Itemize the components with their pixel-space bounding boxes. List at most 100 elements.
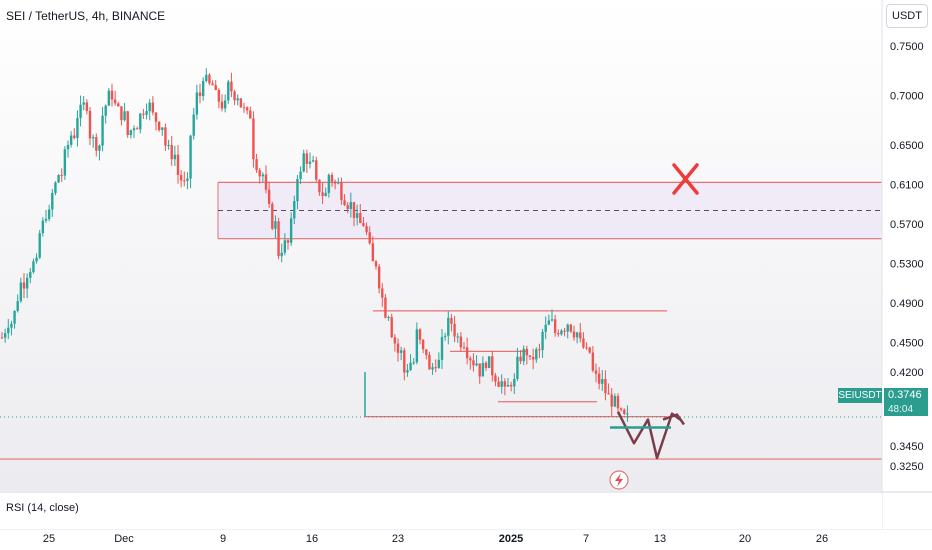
candle-body [176, 154, 180, 175]
candle-body [560, 330, 563, 335]
candle-body [54, 182, 57, 194]
candle-body [98, 145, 101, 151]
x-tick-label: 13 [654, 533, 666, 545]
candle-body [289, 218, 293, 243]
candle-body [443, 335, 447, 337]
candle-body [456, 336, 459, 338]
x-tick-label: 26 [816, 533, 828, 545]
candle-body [236, 98, 239, 101]
candle-body [365, 226, 368, 233]
candle-body [528, 355, 532, 357]
candle-body [613, 396, 617, 407]
candle-body [239, 98, 243, 108]
x-tick-label: 16 [306, 533, 318, 545]
candle-body [594, 370, 598, 374]
candle-body [302, 153, 305, 172]
candle-body [0, 337, 4, 339]
y-tick-label: 0.4900 [890, 298, 924, 310]
candle-body [601, 379, 604, 384]
candle-body [500, 381, 503, 387]
y-tick-label: 0.5300 [890, 258, 924, 270]
candle-body [283, 240, 287, 253]
candle-body [538, 349, 541, 351]
candle-body [346, 205, 349, 210]
price-tag-symbol: SEIUSDT [838, 388, 882, 403]
red-x-stroke-b [672, 163, 699, 195]
candle-body [387, 317, 390, 319]
candle-body [148, 102, 151, 112]
y-tick-label: 0.3250 [890, 461, 924, 473]
candle-body [142, 113, 145, 115]
x-tick-label: 23 [392, 533, 404, 545]
candle-body [63, 149, 67, 176]
candle-body [47, 209, 51, 219]
candle-body [57, 175, 60, 183]
candle-body [35, 257, 38, 262]
candle-body [217, 89, 221, 102]
candle-body [208, 74, 211, 84]
currency-button[interactable]: USDT [886, 4, 928, 28]
candle-body [123, 111, 126, 121]
candle-body [393, 337, 397, 344]
candle-body [69, 135, 73, 145]
candle-body [110, 90, 114, 100]
x-tick-label: 2025 [499, 533, 523, 545]
candle-body [478, 363, 481, 377]
candle-body [113, 99, 117, 104]
candle-body [343, 200, 346, 206]
candle-body [374, 261, 378, 267]
candle-body [588, 347, 591, 353]
candle-body [296, 178, 299, 202]
candle-body [139, 113, 142, 130]
rsi-indicator-label[interactable]: RSI (14, close) [6, 502, 79, 514]
x-tick-label: 9 [220, 533, 226, 545]
candle-body [487, 356, 491, 368]
candle-body [13, 310, 16, 324]
candle-body [25, 277, 29, 289]
candle-body [85, 102, 89, 111]
candle-body [164, 127, 167, 146]
candle-body [368, 232, 371, 244]
candle-body [519, 356, 522, 362]
candle-body [494, 375, 497, 382]
candle-body [129, 130, 133, 136]
candle-body [79, 104, 82, 118]
candle-body [333, 181, 337, 184]
candle-body [535, 349, 538, 360]
candle-body [362, 223, 365, 227]
candle-body [566, 324, 569, 332]
candle-body [201, 80, 205, 97]
candle-body [261, 174, 265, 177]
candle-body [324, 192, 327, 197]
candle-body [616, 396, 620, 409]
y-tick-label: 0.7000 [890, 90, 924, 102]
candle-body [95, 137, 98, 151]
candle-body [318, 179, 321, 193]
candle-body [415, 329, 419, 363]
projection-arrowhead [662, 413, 686, 426]
candle-body [252, 118, 255, 160]
candle-body [3, 333, 7, 338]
candle-body [189, 135, 192, 179]
candle-body [371, 243, 375, 262]
candle-body [135, 128, 139, 130]
candle-body [271, 203, 274, 229]
candle-body [553, 319, 557, 333]
candle-body [293, 201, 296, 219]
candle-body [453, 323, 456, 337]
price-tag-countdown: 48:04 [884, 403, 928, 416]
candle-body [274, 221, 277, 229]
candle-body [597, 373, 601, 384]
candle-body [440, 336, 444, 360]
candle-body [428, 354, 431, 370]
candle-body [330, 174, 334, 182]
y-tick-label: 0.3450 [890, 441, 924, 453]
candle-body [465, 347, 469, 359]
candle-body [126, 111, 129, 136]
candle-body [154, 112, 158, 122]
candle-body [101, 115, 104, 146]
candle-body [569, 324, 573, 332]
candle-body [223, 100, 227, 109]
candle-body [233, 91, 236, 101]
